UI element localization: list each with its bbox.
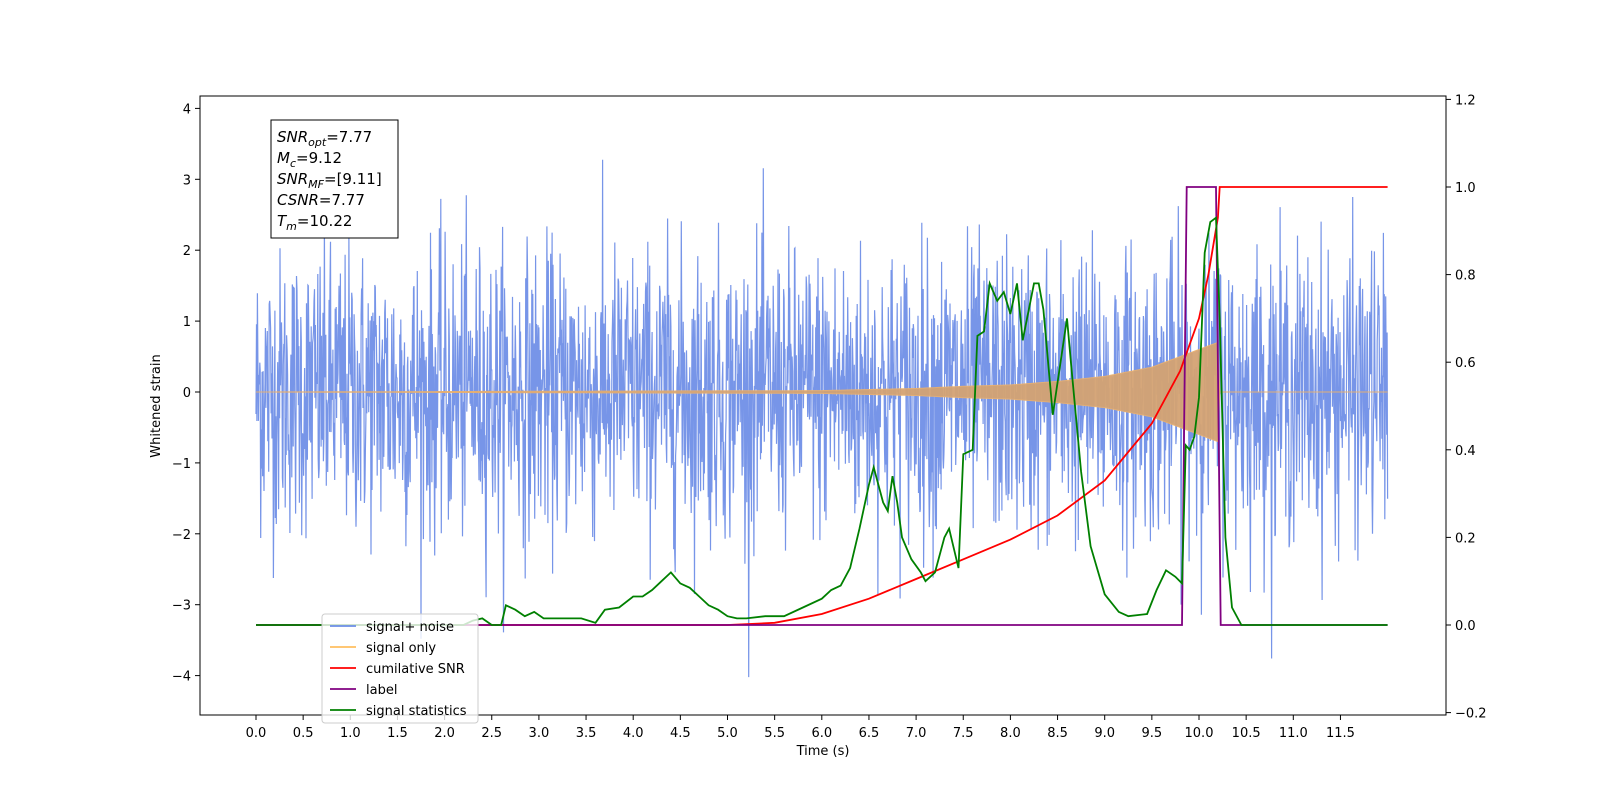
legend-entry: label — [366, 683, 397, 698]
y2-tick-label: 0.8 — [1455, 269, 1476, 284]
plot-frame — [199, 95, 1447, 716]
legend-entry: cumilative SNR — [366, 662, 465, 677]
y2-tick-label: 0.0 — [1455, 619, 1476, 634]
y-tick-label: 2 — [183, 244, 191, 259]
legend-entry: signal+ noise — [366, 620, 454, 635]
x-tick-label: 8.0 — [1000, 726, 1021, 741]
x-tick-label: 5.0 — [717, 726, 738, 741]
y-tick-label: 3 — [183, 173, 191, 188]
x-axis-label: Time (s) — [796, 744, 850, 759]
x-axis: 0.0 0.5 1.0 1.5 2.0 2.5 3.0 3.5 4.0 4.5 5.0 5.5 6.0 6… — [246, 715, 1355, 741]
legend-frame — [321, 613, 479, 724]
x-tick-label: 9.5 — [1142, 726, 1163, 741]
series-signal-statistics — [256, 215, 1388, 626]
y-tick-label: −2 — [172, 528, 191, 543]
x-tick-label: 6.5 — [859, 726, 880, 741]
y2-tick-label: 1.2 — [1455, 93, 1476, 108]
x-tick-label: 11.5 — [1326, 726, 1355, 741]
x-tick-label: 3.0 — [529, 726, 550, 741]
x-tick-label: 6.0 — [811, 726, 832, 741]
info-line: Mc=9.12 — [277, 149, 342, 170]
y-tick-label: 4 — [183, 102, 191, 117]
y2-tick-label: 0.4 — [1455, 444, 1476, 459]
series-cumulative-snr — [256, 186, 1388, 626]
x-tick-label: 2.5 — [481, 726, 502, 741]
legend-entry: signal only — [366, 641, 436, 656]
y2-tick-label: −0.2 — [1455, 707, 1487, 722]
x-tick-label: 1.5 — [387, 726, 408, 741]
x-tick-label: 9.0 — [1094, 726, 1115, 741]
y-tick-label: −4 — [172, 670, 191, 685]
legend-entry: signal statistics — [366, 704, 467, 719]
x-tick-label: 1.0 — [340, 726, 361, 741]
y2-tick-label: 1.0 — [1455, 181, 1476, 196]
x-tick-label: 2.0 — [434, 726, 455, 741]
series-layer — [255, 159, 1389, 678]
y-tick-label: 0 — [183, 386, 191, 401]
y2-tick-label: 0.2 — [1455, 531, 1476, 546]
series-signal-noise — [255, 159, 1389, 678]
y-axis-right: −0.2 0.0 0.2 0.4 0.6 0.8 1.0 1.2 — [1446, 93, 1487, 722]
x-tick-label: 8.5 — [1047, 726, 1068, 741]
y-tick-label: −1 — [172, 457, 191, 472]
x-tick-label: 11.0 — [1279, 726, 1308, 741]
info-line: CSNR=7.77 — [277, 191, 365, 209]
x-tick-label: 0.0 — [246, 726, 267, 741]
y-axis-label: Whitened strain — [149, 354, 164, 457]
x-tick-label: 0.5 — [293, 726, 314, 741]
x-tick-label: 3.5 — [576, 726, 597, 741]
info-box-frame — [270, 119, 399, 239]
x-tick-label: 4.5 — [670, 726, 691, 741]
x-tick-label: 10.0 — [1185, 726, 1214, 741]
x-tick-label: 5.5 — [764, 726, 785, 741]
y-tick-label: 1 — [183, 315, 191, 330]
y-axis-left: −4 −3 −2 −1 0 1 2 3 4 — [172, 102, 200, 685]
y-tick-label: −3 — [172, 599, 191, 614]
info-line: SNRopt=7.77 — [277, 128, 372, 149]
info-line: Tm=10.22 — [277, 212, 352, 233]
info-line: SNRMF=[9.11] — [277, 170, 382, 191]
x-tick-label: 4.0 — [623, 726, 644, 741]
legend: signal+ noise signal only cumilative SNR la… — [321, 613, 479, 724]
series-signal-only — [256, 341, 1388, 443]
x-tick-label: 7.5 — [953, 726, 974, 741]
x-tick-label: 10.5 — [1232, 726, 1261, 741]
x-tick-label: 7.0 — [906, 726, 927, 741]
y2-tick-label: 0.6 — [1455, 356, 1476, 371]
